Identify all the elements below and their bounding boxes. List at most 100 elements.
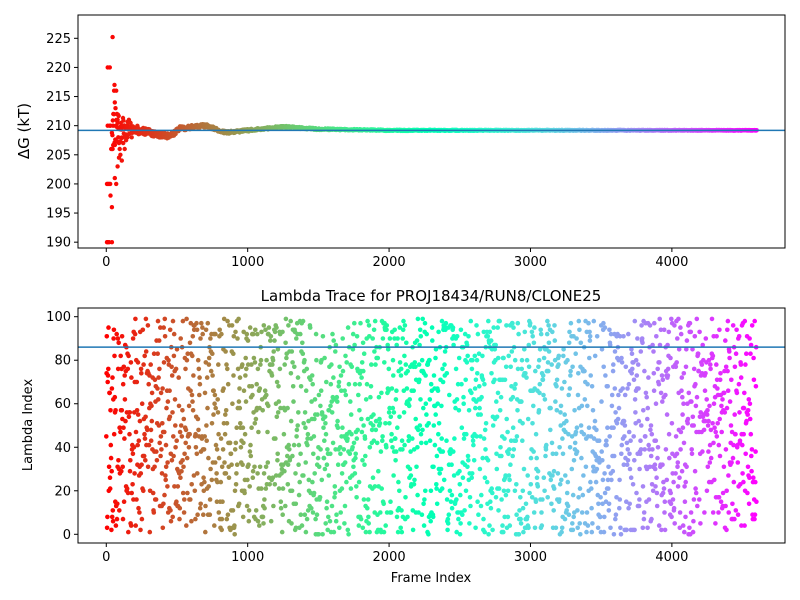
lambda-point xyxy=(424,412,429,417)
lambda-point xyxy=(346,381,352,387)
lambda-point xyxy=(214,499,220,505)
lambda-point xyxy=(655,455,660,461)
lambda-point xyxy=(707,460,713,465)
lambda-point xyxy=(610,368,616,374)
lambda-point xyxy=(594,334,600,339)
lambda-point xyxy=(669,514,674,520)
lambda-point xyxy=(468,503,473,509)
lambda-point xyxy=(167,388,172,394)
lambda-point xyxy=(566,512,572,517)
lambda-point xyxy=(710,421,715,426)
lambda-point xyxy=(415,445,420,450)
lambda-point xyxy=(528,455,534,461)
lambda-point xyxy=(607,434,612,439)
lambda-x-tick-label: 4000 xyxy=(655,550,688,565)
lambda-point xyxy=(442,349,448,354)
lambda-point xyxy=(549,362,554,367)
lambda-point xyxy=(704,488,710,494)
lambda-point xyxy=(602,325,608,330)
lambda-point xyxy=(169,364,174,370)
lambda-point xyxy=(616,392,621,398)
lambda-point xyxy=(544,442,549,448)
lambda-point xyxy=(494,466,500,472)
lambda-point xyxy=(553,525,559,531)
lambda-point xyxy=(680,394,685,400)
lambda-point xyxy=(441,477,447,483)
lambda-point xyxy=(177,429,183,435)
lambda-point xyxy=(575,525,580,531)
lambda-point xyxy=(379,486,385,491)
lambda-point xyxy=(259,486,264,491)
lambda-point xyxy=(492,377,497,383)
lambda-point xyxy=(156,338,162,343)
lambda-point xyxy=(598,514,603,520)
lambda-point xyxy=(278,499,284,505)
lambda-point xyxy=(420,316,426,322)
lambda-point xyxy=(565,357,570,363)
lambda-point xyxy=(390,405,396,411)
lambda-point xyxy=(694,394,700,400)
lambda-point xyxy=(168,518,174,524)
lambda-point xyxy=(724,527,729,533)
lambda-point xyxy=(362,462,367,468)
lambda-point xyxy=(333,518,339,524)
lambda-point xyxy=(612,386,618,391)
lambda-point xyxy=(280,512,286,517)
lambda-point xyxy=(118,429,123,435)
lambda-point xyxy=(652,320,657,326)
lambda-point xyxy=(241,440,246,446)
lambda-point xyxy=(485,458,491,463)
lambda-point xyxy=(488,499,493,505)
lambda-point xyxy=(520,438,525,444)
lambda-point xyxy=(520,505,526,511)
lambda-point xyxy=(152,377,158,383)
lambda-point xyxy=(482,427,488,433)
lambda-point xyxy=(344,360,350,365)
lambda-point xyxy=(608,525,613,531)
lambda-point xyxy=(619,451,624,457)
lambda-point xyxy=(702,510,707,515)
lambda-point xyxy=(361,351,367,357)
lambda-point xyxy=(207,497,213,502)
lambda-x-axis-label: Frame Index xyxy=(391,571,472,586)
lambda-point xyxy=(464,360,470,365)
lambda-point xyxy=(391,473,396,478)
lambda-point xyxy=(456,408,462,413)
lambda-point xyxy=(188,388,193,394)
lambda-point xyxy=(203,327,209,333)
lambda-point xyxy=(653,484,658,489)
lambda-point xyxy=(219,527,224,533)
lambda-point xyxy=(593,479,599,485)
lambda-point xyxy=(590,521,595,526)
lambda-point xyxy=(300,351,306,357)
lambda-point xyxy=(535,468,541,474)
lambda-point xyxy=(672,323,677,328)
lambda-point xyxy=(268,334,274,339)
lambda-point xyxy=(295,375,301,380)
lambda-point xyxy=(274,379,280,385)
lambda-point xyxy=(213,405,218,411)
dg-point xyxy=(110,118,116,123)
lambda-point xyxy=(618,525,623,531)
lambda-point xyxy=(679,468,685,474)
lambda-point xyxy=(619,360,625,365)
dg-y-tick-label: 220 xyxy=(46,61,71,76)
lambda-point xyxy=(632,318,638,324)
lambda-point xyxy=(549,501,554,507)
lambda-point xyxy=(125,490,131,496)
lambda-point xyxy=(742,523,747,528)
lambda-point xyxy=(678,447,683,452)
lambda-point xyxy=(371,412,376,417)
lambda-point xyxy=(428,488,434,494)
lambda-point xyxy=(676,316,681,322)
lambda-point xyxy=(242,431,248,437)
lambda-point xyxy=(388,510,394,515)
lambda-point xyxy=(195,357,201,363)
lambda-point xyxy=(437,471,443,476)
lambda-point xyxy=(428,381,434,387)
lambda-point xyxy=(209,477,215,483)
lambda-point xyxy=(562,379,567,385)
lambda-point xyxy=(606,486,611,491)
lambda-point xyxy=(190,399,195,404)
lambda-point xyxy=(218,479,224,485)
